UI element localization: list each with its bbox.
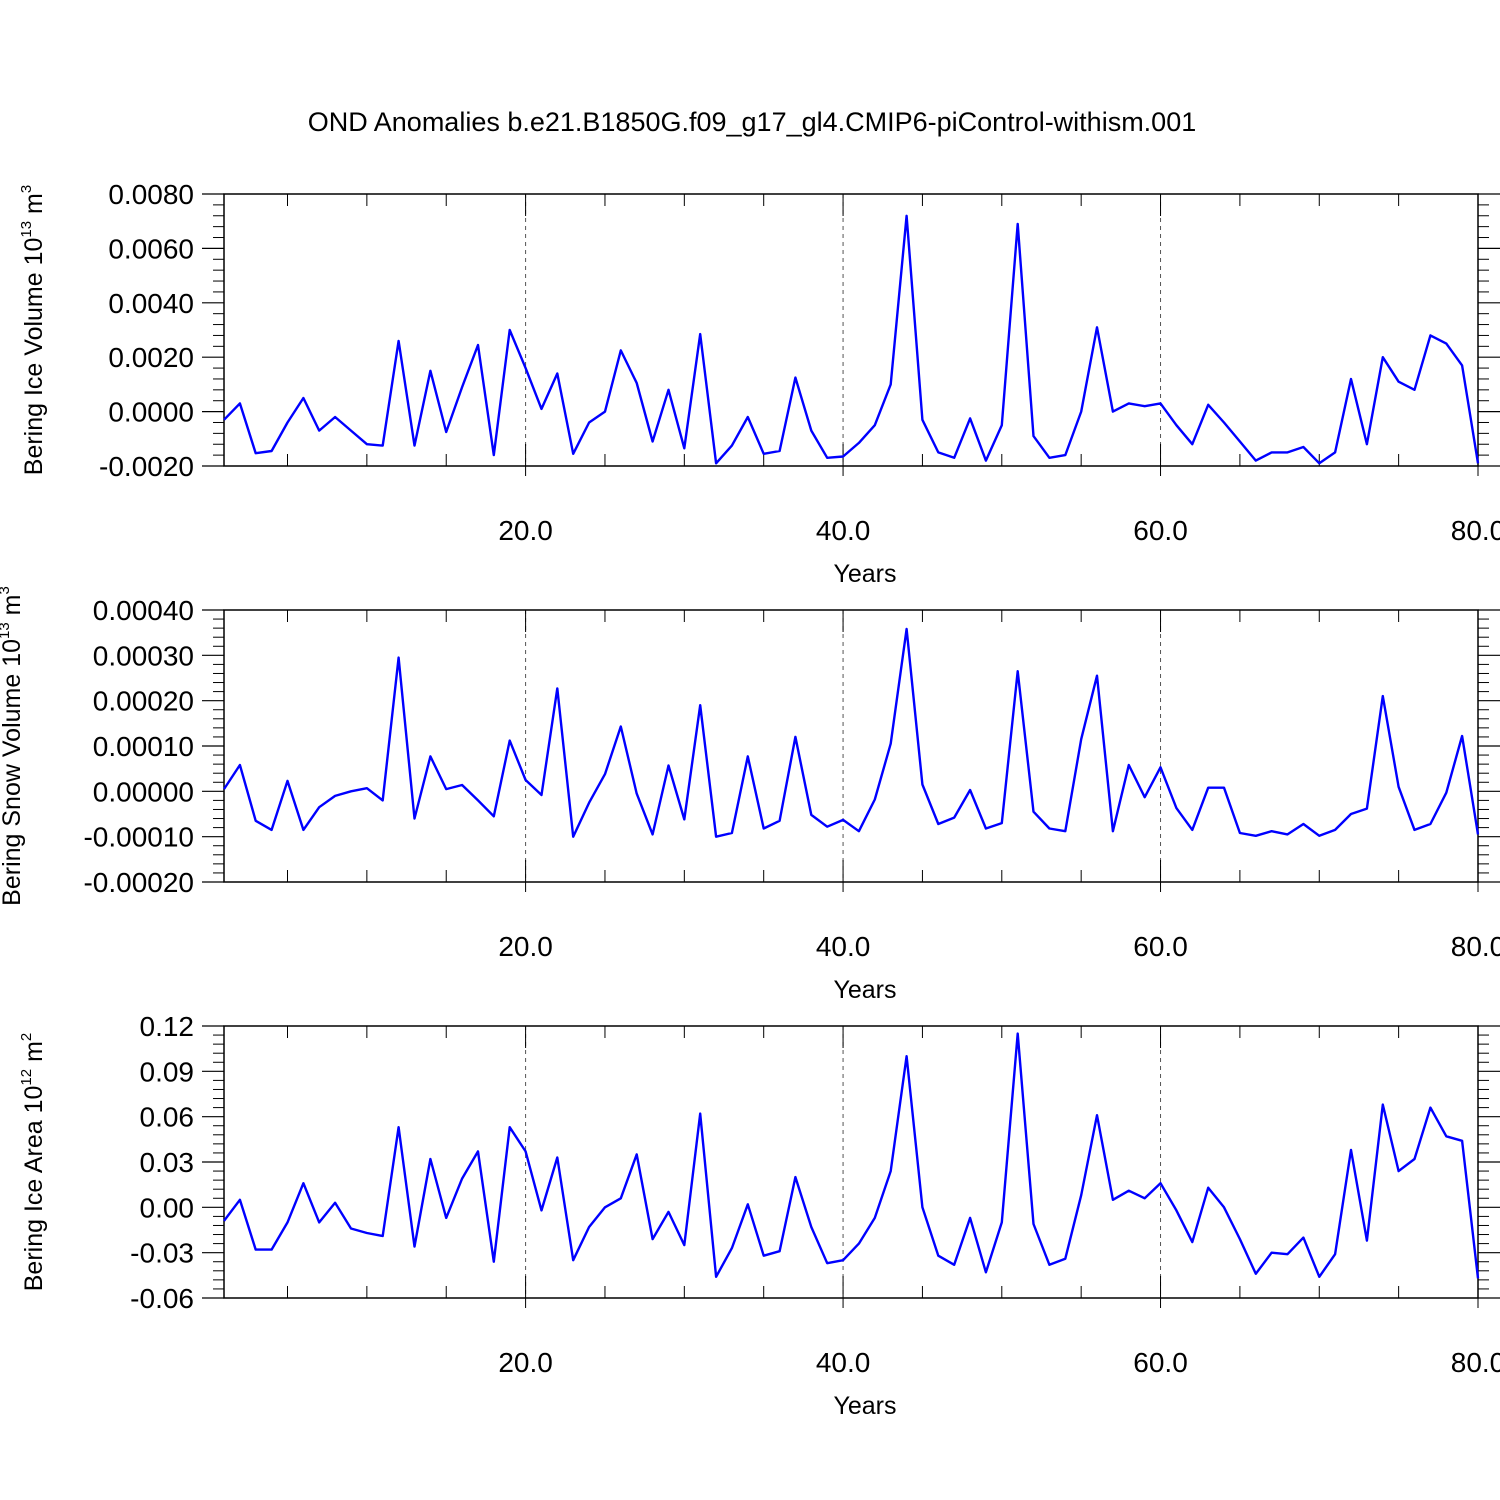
y-tick-label: 0.0020 (108, 342, 194, 373)
panel-1: -0.0020 0.0000 0.0020 0.0040 0.0060 0.0080 20.… (18, 179, 1500, 588)
x-tick-label: 60.0 (1133, 931, 1188, 962)
y-label-text: Bering Snow Volume 10 (0, 639, 26, 906)
y-tick-label: 0.03 (140, 1147, 195, 1178)
plot-frame (223, 193, 1479, 467)
y-label-text: Bering Ice Area 10 (20, 1086, 48, 1292)
x-tick-label: 80.0 (1451, 515, 1500, 546)
x-axis-label: Years (833, 976, 896, 1004)
x-axis-label: Years (833, 1392, 896, 1420)
y-tick-label: 0.0060 (108, 233, 194, 264)
y-label-unit: m (20, 193, 48, 221)
x-tick-label: 80.0 (1451, 931, 1500, 962)
y-tick-label: 0.00030 (93, 640, 194, 671)
y-label-exponent: 13 (18, 221, 35, 238)
series-line (223, 214, 1480, 465)
y-tick-label: -0.03 (130, 1238, 194, 1269)
y-tick-label: 0.0040 (108, 288, 194, 319)
x-axis-label: Years (833, 560, 896, 588)
x-tick-label: 40.0 (816, 515, 871, 546)
y-tick-label: 0.00000 (93, 776, 194, 807)
y-tick-label: 0.06 (140, 1102, 195, 1133)
y-label-unit: m (0, 595, 26, 623)
y-label-unit-exponent: 3 (18, 185, 35, 193)
y-tick-label: -0.00010 (83, 822, 194, 853)
y-tick-label: 0.00020 (93, 686, 194, 717)
series-line (222, 627, 1480, 838)
panel-3: -0.06 -0.03 0.00 0.03 0.06 0.09 0.12 20.0 40.0 60… (18, 1011, 1500, 1420)
x-tick-label: 60.0 (1133, 515, 1188, 546)
y-tick-label: 0.12 (140, 1011, 195, 1042)
y-tick-label: 0.00 (140, 1192, 195, 1223)
series-line (223, 1032, 1480, 1279)
y-tick-label: 0.00040 (93, 595, 194, 626)
y-tick-label: 0.09 (140, 1056, 195, 1087)
x-tick-label: 20.0 (498, 515, 553, 546)
y-label-exponent: 12 (18, 1069, 35, 1086)
y-label-unit: m (20, 1041, 48, 1069)
y-axis-label: Bering Ice Area 1012 m2 (18, 1033, 48, 1292)
x-tick-label: 40.0 (816, 931, 871, 962)
figure-title: OND Anomalies b.e21.B1850G.f09_g17_gl4.C… (308, 107, 1196, 137)
x-tick-label: 40.0 (816, 1347, 871, 1378)
x-tick-label: 20.0 (498, 931, 553, 962)
y-tick-label: -0.00020 (83, 867, 194, 898)
x-tick-label: 80.0 (1451, 1347, 1500, 1378)
panels: -0.00200.00000.00200.00400.00600.008020.… (0, 179, 1500, 1420)
y-label-text: Bering Ice Volume 10 (20, 238, 48, 476)
y-label-unit-exponent: 2 (18, 1033, 35, 1041)
y-axis-label: Bering Snow Volume 1013 m3 (0, 586, 26, 906)
panel-2: -0.00020 -0.00010 0.00000 0.00010 0.00020 0.0… (0, 586, 1500, 1004)
y-tick-label: -0.0020 (99, 451, 194, 482)
x-tick-label: 60.0 (1133, 1347, 1188, 1378)
x-tick-label: 20.0 (498, 1347, 553, 1378)
y-tick-label: 0.0080 (108, 179, 194, 210)
y-label-exponent: 13 (0, 622, 13, 639)
plot-frame (223, 1025, 1479, 1299)
y-tick-label: -0.06 (130, 1283, 194, 1314)
y-tick-label: 0.00010 (93, 731, 194, 762)
y-tick-label: 0.0000 (108, 397, 194, 428)
y-label-unit-exponent: 3 (0, 586, 13, 594)
y-axis-label: Bering Ice Volume 1013 m3 (18, 185, 48, 475)
plot-frame (223, 609, 1479, 883)
